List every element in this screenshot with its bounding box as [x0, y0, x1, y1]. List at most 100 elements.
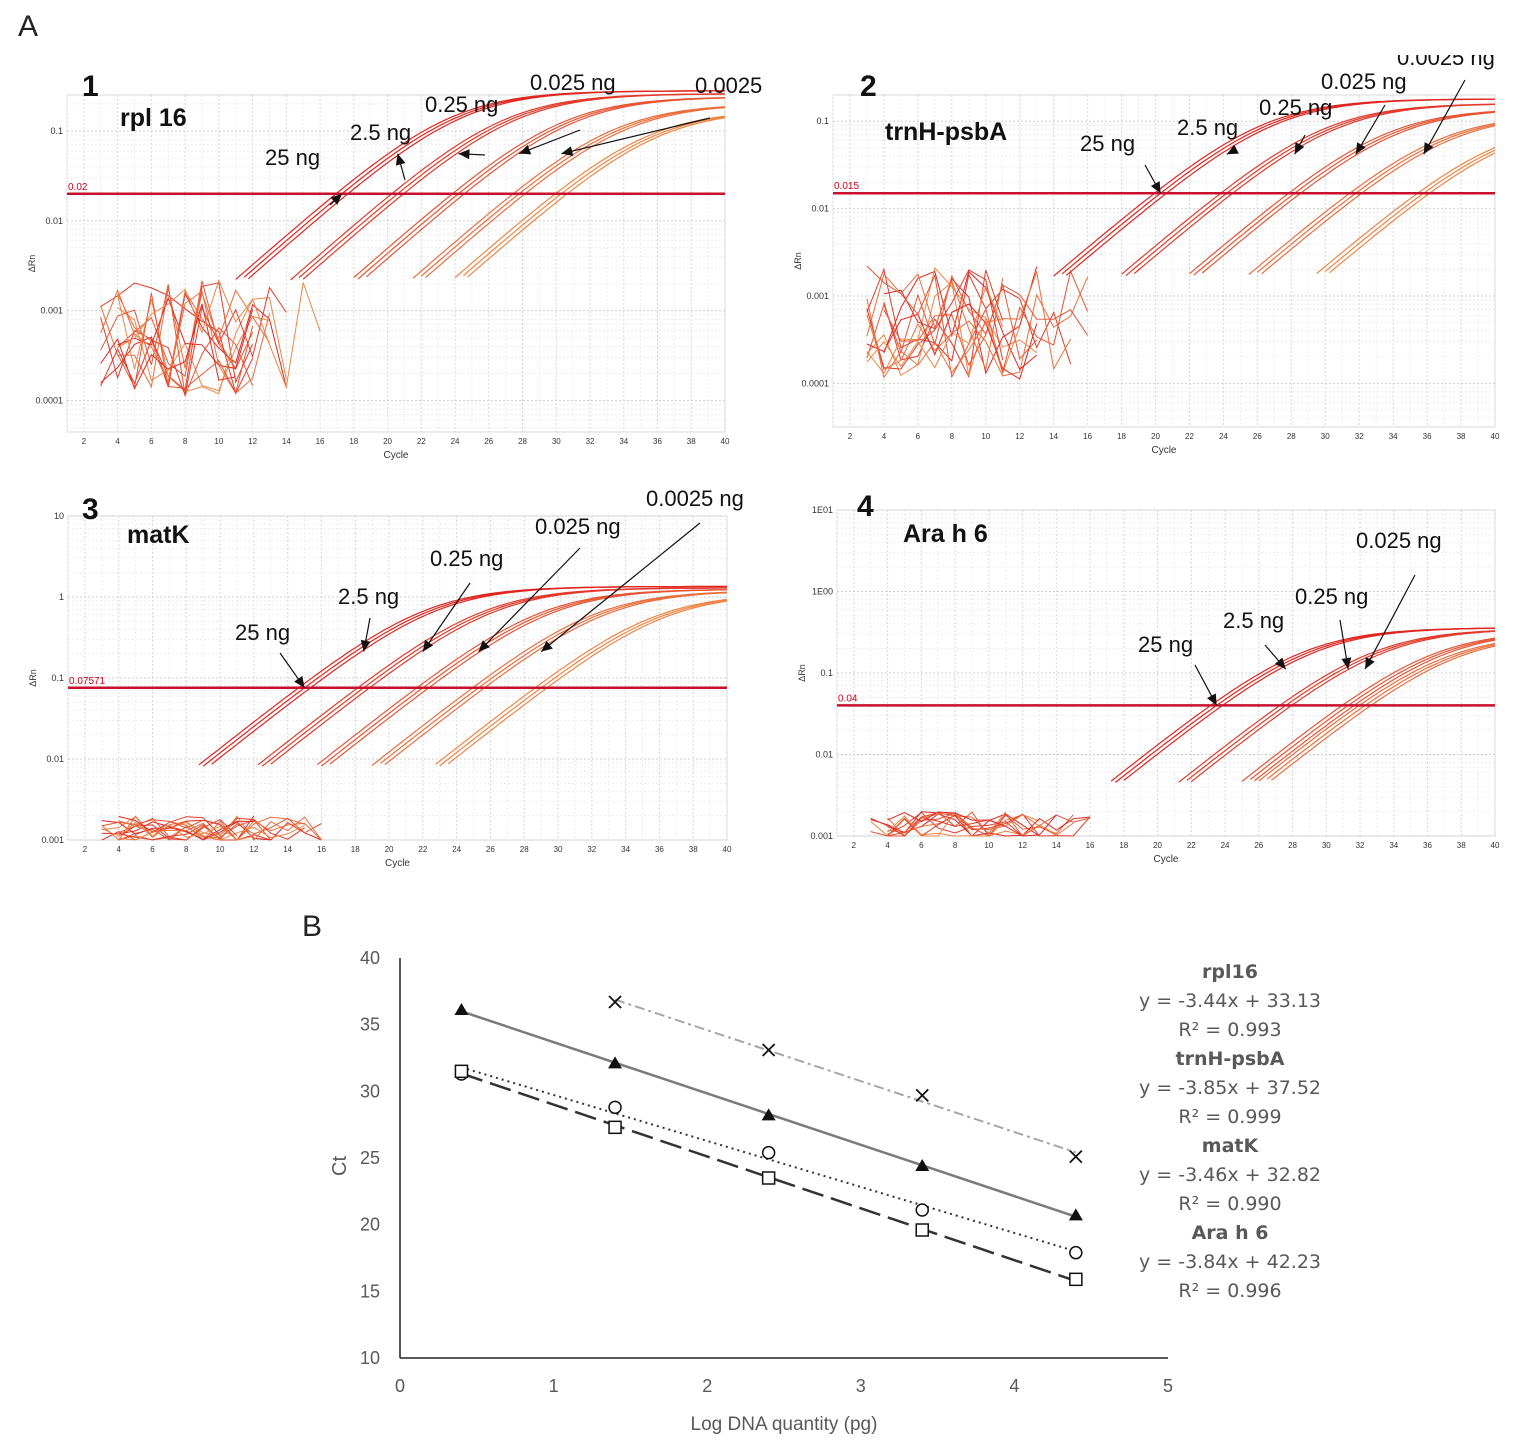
y-tick-label: 1E00 — [812, 587, 833, 597]
dilution-label: 2.5 ng — [1177, 115, 1238, 140]
amplification-curve — [467, 117, 726, 278]
annotation-arrow — [1423, 79, 1466, 155]
panel-title: matK — [127, 521, 190, 549]
x-tick-label: 6 — [150, 845, 155, 854]
amplification-curve — [1066, 98, 1495, 276]
plot-area — [66, 94, 726, 433]
baseline-noise-trace — [866, 269, 1072, 379]
annotation-arrowhead — [1365, 657, 1375, 670]
dilution-label: 25 ng — [235, 620, 290, 645]
y-tick-label: 10 — [360, 1348, 380, 1368]
y-tick-label: 20 — [360, 1215, 380, 1235]
y-tick-label: 0.1 — [816, 116, 829, 126]
x-tick-label: 1 — [549, 1376, 559, 1396]
x-tick-label: 28 — [520, 845, 529, 854]
amplification-curve — [380, 591, 728, 764]
x-tick-label: 2 — [852, 841, 857, 850]
amplification-curve — [447, 600, 728, 765]
x-tick-label: 32 — [1355, 432, 1364, 441]
data-point-square — [454, 1064, 469, 1079]
data-point-triangle — [1068, 1208, 1083, 1221]
dilution-label: 0.0025 ng — [646, 486, 744, 511]
panel-title: trnH-psbA — [885, 118, 1007, 146]
x-tick-label: 26 — [1253, 432, 1262, 441]
x-tick-label: 24 — [452, 845, 461, 854]
dilution-label: 25 ng — [1138, 632, 1193, 657]
annotation-arrowhead — [1355, 142, 1366, 155]
amplification-curve — [420, 106, 726, 277]
annotation-arrowhead — [1274, 657, 1286, 670]
x-tick-label: 32 — [587, 845, 596, 854]
y-tick-label: 0.0001 — [35, 396, 63, 406]
dilution-label: 0.25 ng — [1259, 95, 1332, 120]
x-tick-label: 30 — [554, 845, 563, 854]
baseline-noise-trace — [100, 288, 270, 384]
annotation-arrowhead — [561, 146, 574, 156]
x-tick-label: 10 — [214, 437, 223, 446]
x-tick-label: 40 — [1491, 841, 1500, 850]
x-tick-label: 34 — [621, 845, 630, 854]
amplification-curve — [425, 107, 726, 279]
x-tick-label: 18 — [1117, 432, 1126, 441]
y-tick-label: 0.1 — [50, 126, 63, 136]
eq-formula-trnh-psba: y = -3.85x + 37.52 — [1138, 1077, 1322, 1099]
data-point-square — [1069, 1272, 1083, 1287]
plot-area — [832, 94, 1496, 428]
amplification-curve — [463, 116, 726, 276]
x-tick-label: 2 — [82, 437, 87, 446]
x-tick-label: 38 — [1457, 432, 1466, 441]
trendline-matk — [461, 1066, 1077, 1253]
baseline-noise-trace — [117, 296, 254, 370]
data-point-square — [915, 1223, 929, 1237]
x-tick-label: 8 — [184, 845, 189, 854]
baseline-noise-trace — [100, 303, 236, 390]
baseline-noise-trace — [118, 821, 322, 841]
amplification-curve — [1186, 630, 1496, 781]
amplification-curve — [1316, 147, 1496, 274]
y-tick-label: 25 — [360, 1148, 380, 1168]
eq-name-trnh-psba: trnH-psbA — [1175, 1048, 1285, 1070]
threshold-label: 0.04 — [838, 693, 858, 704]
y-tick-label: 0.01 — [46, 754, 64, 764]
x-tick-label: 10 — [981, 432, 990, 441]
y-axis-title: ΔRn — [27, 255, 37, 273]
amplification-curve — [1123, 627, 1495, 781]
baseline-noise-trace — [883, 269, 1004, 379]
x-tick-label: 20 — [383, 437, 392, 446]
annotation-arrowhead — [478, 640, 490, 652]
amplification-curve — [1261, 125, 1496, 275]
baseline-noise-trace — [883, 284, 1089, 367]
y-tick-label: 35 — [360, 1015, 380, 1035]
x-axis-title: Log DNA quantity (pg) — [691, 1414, 878, 1435]
x-tick-label: 36 — [655, 845, 664, 854]
x-tick-label: 36 — [653, 437, 662, 446]
x-tick-label: 14 — [283, 845, 292, 854]
data-point-cross — [762, 1043, 776, 1057]
x-tick-label: 20 — [1151, 432, 1160, 441]
baseline-noise-trace — [118, 817, 322, 841]
x-tick-label: 0 — [395, 1376, 405, 1396]
annotation-arrowhead — [395, 153, 406, 166]
y-tick-label: 0.01 — [815, 750, 833, 760]
x-tick-label: 12 — [1015, 432, 1024, 441]
x-tick-label: 24 — [451, 437, 460, 446]
baseline-noise-trace — [887, 811, 1057, 837]
x-tick-label: 16 — [1086, 841, 1095, 850]
x-tick-label: 24 — [1219, 432, 1228, 441]
annotation-arrow — [561, 117, 711, 155]
x-tick-label: 36 — [1423, 432, 1432, 441]
x-tick-label: 8 — [183, 437, 188, 446]
baseline-noise-trace — [101, 816, 305, 841]
baseline-noise-trace — [866, 284, 1004, 369]
dilution-label: 0.0025 ng — [695, 73, 765, 98]
dilution-label: 0.0025 ng — [1397, 55, 1495, 70]
panel-number: 2 — [860, 70, 877, 103]
eq-formula-rpl16: y = -3.44x + 33.13 — [1138, 990, 1322, 1012]
panel-a-letter: A — [18, 10, 39, 43]
x-tick-label: 28 — [1288, 841, 1297, 850]
x-tick-label: 34 — [619, 437, 628, 446]
data-point-circle — [761, 1145, 776, 1160]
x-tick-label: 22 — [1185, 432, 1194, 441]
